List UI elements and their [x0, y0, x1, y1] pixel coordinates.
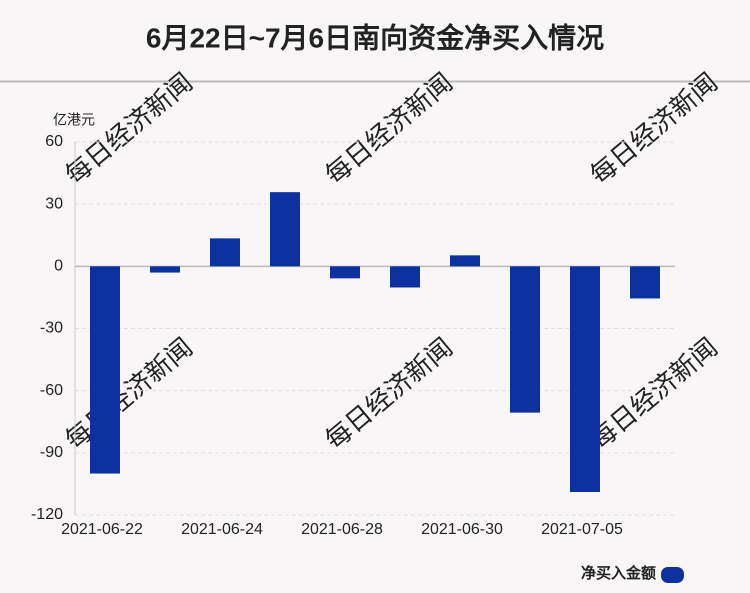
y-tick-label: 60 [45, 133, 63, 150]
x-tick-label: 2021-06-24 [181, 521, 263, 538]
bar [630, 266, 660, 299]
y-axis-label: 亿港元 [53, 112, 95, 128]
bar [270, 192, 300, 267]
x-tick-label: 2021-06-22 [61, 521, 143, 538]
bar [150, 266, 180, 273]
chart-title: 6月22日~7月6日南向资金净买入情况 [146, 21, 604, 53]
y-tick-label: 30 [45, 195, 63, 212]
bar [510, 266, 540, 413]
bar [570, 266, 600, 492]
bar [450, 255, 480, 267]
x-tick-label: 2021-07-05 [541, 521, 623, 538]
x-tick-label: 2021-06-28 [301, 521, 383, 538]
y-tick-label: -120 [31, 506, 63, 523]
bar [330, 266, 360, 279]
x-tick-label: 2021-06-30 [421, 521, 503, 538]
y-tick-label: -30 [40, 320, 63, 337]
y-tick-label: -90 [40, 444, 63, 461]
bar [390, 266, 420, 288]
bar [210, 238, 240, 267]
legend-label: 净买入金额 [581, 564, 656, 582]
legend-swatch [661, 567, 684, 583]
y-tick-label: -60 [40, 382, 63, 399]
y-tick-label: 0 [54, 258, 63, 275]
bar [90, 266, 120, 474]
